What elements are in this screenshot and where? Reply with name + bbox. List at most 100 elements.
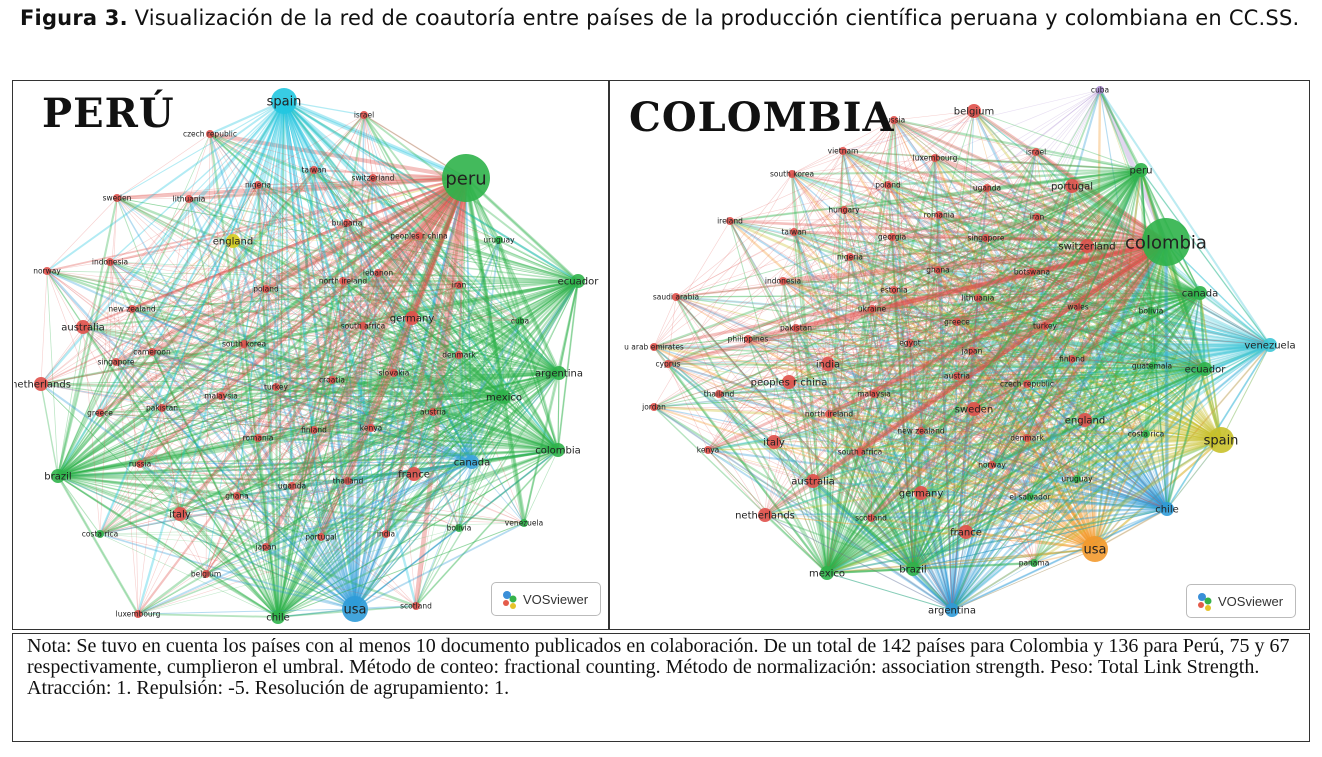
coauthorship-link <box>909 342 922 432</box>
coauthorship-link <box>283 100 413 319</box>
coauthorship-link <box>893 119 1222 441</box>
coauthorship-link <box>1076 169 1143 308</box>
coauthorship-link <box>956 321 1168 510</box>
coauthorship-link <box>788 381 1222 441</box>
coauthorship-link <box>971 292 1201 352</box>
coauthorship-link <box>40 383 277 388</box>
coauthorship-link <box>370 280 579 429</box>
coauthorship-link <box>354 533 387 610</box>
country-node-ukraine <box>868 305 876 313</box>
coauthorship-link <box>209 133 521 322</box>
coauthorship-link <box>812 297 979 482</box>
coauthorship-link <box>951 548 1096 611</box>
coauthorship-link <box>828 119 895 415</box>
coauthorship-link <box>934 157 953 611</box>
coauthorship-link <box>920 368 1206 432</box>
coauthorship-link <box>973 368 1206 410</box>
coauthorship-link <box>56 100 286 477</box>
coauthorship-link <box>795 327 1096 550</box>
coauthorship-link <box>849 256 1168 510</box>
coauthorship-link <box>826 209 845 574</box>
coauthorship-link <box>161 169 315 409</box>
coauthorship-link <box>871 308 1168 510</box>
coauthorship-link <box>873 187 988 395</box>
country-label-mexico: mexico <box>486 393 522 404</box>
coauthorship-link <box>109 261 163 409</box>
coauthorship-link <box>1094 368 1206 550</box>
country-node-pakistan <box>792 324 800 332</box>
coauthorship-link <box>828 344 1271 415</box>
coauthorship-link <box>116 197 190 200</box>
coauthorship-link <box>827 363 1035 564</box>
coauthorship-link <box>291 280 344 487</box>
coauthorship-link <box>938 151 1037 216</box>
coauthorship-link <box>82 326 356 610</box>
coauthorship-link <box>1094 439 1222 550</box>
coauthorship-link <box>873 383 1028 395</box>
coauthorship-link <box>920 241 1167 494</box>
vosviewer-badge-label: VOSviewer <box>523 592 589 607</box>
coauthorship-link <box>972 110 1169 510</box>
coauthorship-link <box>826 363 829 574</box>
coauthorship-link <box>791 173 1153 367</box>
coauthorship-link <box>109 100 285 263</box>
coauthorship-link <box>951 478 1078 611</box>
coauthorship-link <box>653 345 1096 551</box>
coauthorship-link <box>729 220 914 570</box>
country-node-netherlands <box>34 377 48 391</box>
coauthorship-link <box>131 308 139 615</box>
coauthorship-link <box>873 393 1168 510</box>
coauthorship-link <box>82 176 467 329</box>
coauthorship-link <box>1164 241 1169 510</box>
coauthorship-link <box>971 344 1271 352</box>
coauthorship-link <box>82 100 285 328</box>
coauthorship-link <box>109 114 365 263</box>
coauthorship-link <box>57 475 356 610</box>
coauthorship-link <box>782 280 1086 421</box>
country-label-lebanon: lebanon <box>363 269 393 278</box>
coauthorship-link <box>873 393 1168 510</box>
coauthorship-link <box>1029 438 1222 499</box>
coauthorship-link <box>115 361 277 388</box>
coauthorship-link <box>972 240 1168 411</box>
coauthorship-link <box>707 449 967 533</box>
coauthorship-link <box>873 393 953 611</box>
coauthorship-link <box>893 289 1271 346</box>
coauthorship-link <box>1036 216 1201 294</box>
coauthorship-link <box>828 413 953 611</box>
country-node-india <box>821 357 835 371</box>
coauthorship-link <box>791 150 844 175</box>
coauthorship-link <box>342 280 505 398</box>
coauthorship-link <box>1094 508 1168 550</box>
coauthorship-link <box>161 396 505 409</box>
coauthorship-link <box>354 396 505 610</box>
coauthorship-link <box>209 133 560 374</box>
coauthorship-link <box>788 381 914 570</box>
coauthorship-link <box>46 177 467 272</box>
coauthorship-link <box>707 448 1168 511</box>
coauthorship-link <box>1204 344 1271 370</box>
coauthorship-link <box>372 177 560 374</box>
coauthorship-link <box>912 306 1079 570</box>
coauthorship-link <box>232 240 413 319</box>
coauthorship-link <box>457 461 474 529</box>
coauthorship-link <box>116 197 473 463</box>
coauthorship-link <box>791 172 1271 347</box>
coauthorship-link <box>220 372 560 397</box>
coauthorship-link <box>782 280 914 570</box>
coauthorship-link <box>653 368 1206 408</box>
coauthorship-link <box>40 280 579 385</box>
coauthorship-link <box>57 351 153 477</box>
coauthorship-link <box>747 338 1028 385</box>
coauthorship-link <box>1084 169 1142 421</box>
country-node-switzerland <box>369 174 377 182</box>
coauthorship-link <box>283 100 525 524</box>
coauthorship-link <box>115 361 238 497</box>
coauthorship-link <box>291 284 460 487</box>
coauthorship-link <box>418 235 560 374</box>
coauthorship-link <box>920 430 1168 510</box>
coauthorship-link <box>1220 344 1271 441</box>
coauthorship-link <box>956 151 1037 377</box>
country-node-nigeria <box>254 181 262 189</box>
coauthorship-link <box>99 429 315 535</box>
